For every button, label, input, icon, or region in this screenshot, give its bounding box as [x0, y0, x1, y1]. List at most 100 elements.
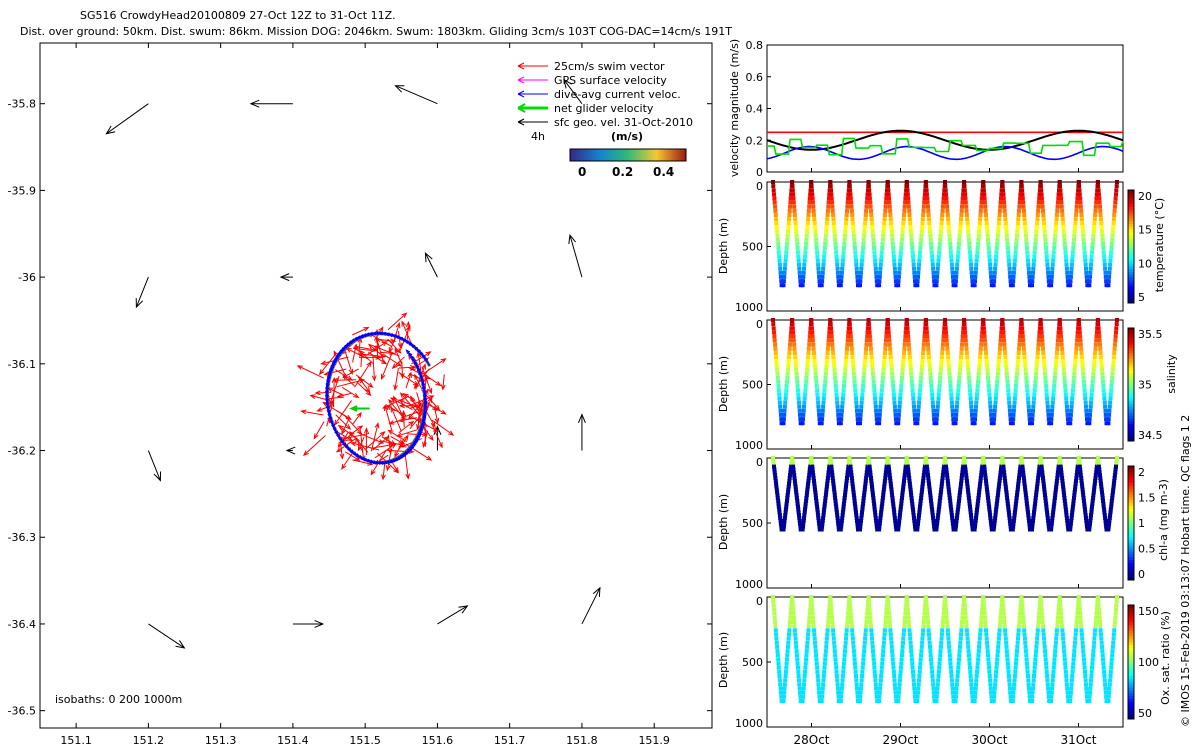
depth-dot	[940, 620, 945, 624]
depth-dot	[812, 221, 817, 226]
swim-vector-head	[395, 361, 403, 367]
depth-dot	[1109, 657, 1114, 662]
depth-dot	[939, 632, 944, 637]
depth-dot	[957, 657, 961, 662]
depth-dot	[775, 653, 780, 658]
depth-dot	[872, 388, 877, 393]
depth-dot	[1083, 392, 1087, 397]
depth-dot	[883, 620, 888, 624]
depth-dot	[1022, 632, 1027, 637]
depth-dot	[850, 355, 855, 360]
velocity-series-line	[766, 129, 1124, 151]
depth-dot	[847, 458, 852, 463]
depth-dot	[1097, 334, 1102, 339]
swim-vector	[319, 353, 337, 375]
depth-dot	[1114, 464, 1118, 469]
depth-dot	[1039, 334, 1044, 339]
depth-dot	[1060, 481, 1065, 486]
depth-dot	[1020, 607, 1025, 612]
legend-dac-arrowhead	[517, 90, 525, 98]
depth-dot	[1026, 400, 1031, 405]
depth-dot	[1083, 400, 1088, 405]
depth-dot	[1017, 470, 1022, 475]
depth-dot	[1045, 674, 1050, 678]
depth-dot	[1112, 473, 1117, 478]
depth-dot	[1050, 518, 1055, 523]
depth-dot	[809, 599, 814, 604]
depth-dot	[1040, 615, 1045, 620]
depth-dot	[1027, 417, 1032, 422]
depth-dot	[1001, 196, 1006, 201]
depth-dot	[788, 196, 793, 201]
geo-vector	[395, 85, 438, 105]
depth-dot	[941, 338, 946, 343]
depth-dot	[927, 221, 932, 226]
depth-dot	[841, 388, 846, 393]
dac-vector	[410, 438, 419, 446]
depth-dot	[1055, 620, 1060, 624]
depth-dot	[859, 270, 863, 275]
depth-dot	[943, 599, 948, 604]
depth-dot	[825, 628, 830, 633]
depth-dot	[787, 217, 791, 222]
depth-dot	[1099, 221, 1104, 226]
depth-dot	[1030, 412, 1035, 417]
depth-dot	[1074, 628, 1078, 633]
depth-dot	[1003, 632, 1008, 637]
depth-dot	[912, 408, 917, 413]
depth-dot	[784, 665, 789, 670]
depth-dot	[968, 674, 973, 678]
depth-dot	[947, 233, 952, 238]
depth-dot	[1004, 363, 1009, 368]
depth-dot	[1077, 326, 1082, 331]
depth-dot	[931, 404, 936, 409]
depth-dot	[823, 237, 828, 242]
time-xtick-label: 31Oct	[1060, 733, 1096, 747]
depth-dot	[1024, 653, 1029, 658]
depth-dot	[1016, 628, 1021, 633]
depth-dot	[913, 694, 917, 699]
depth-dot	[981, 188, 986, 193]
depth-dot	[946, 221, 951, 226]
depth-dot	[884, 607, 889, 612]
swim-vector-head	[354, 455, 361, 461]
depth-colorbar-frame	[1127, 465, 1135, 581]
depth-dot	[1012, 266, 1017, 271]
depth-dot	[806, 346, 811, 351]
time-series-panels: 00.20.40.60.80500100020151050500100035.5…	[735, 39, 1163, 747]
depth-dot	[1001, 467, 1006, 472]
depth-colorbar-cell	[1128, 266, 1134, 270]
swim-vector	[368, 344, 382, 356]
depth-dot	[794, 233, 799, 238]
depth-dot	[892, 513, 897, 518]
depth-colorbar-cell	[1128, 696, 1134, 700]
depth-dot	[976, 653, 981, 658]
depth-dot	[1099, 487, 1104, 492]
depth-dot	[870, 363, 875, 368]
depth-dot	[1051, 669, 1056, 674]
depth-dot	[816, 270, 821, 275]
depth-dot	[899, 501, 904, 506]
depth-dot	[986, 241, 991, 246]
depth-dot	[817, 521, 822, 526]
depth-dot	[1110, 493, 1115, 498]
depth-colorbar-cell	[1128, 542, 1134, 547]
depth-dot	[1042, 640, 1047, 645]
depth-dot	[807, 200, 812, 205]
colorbar-cell	[576, 149, 579, 161]
depth-dot	[1043, 237, 1048, 242]
depth-dot	[902, 628, 906, 633]
depth-dot	[830, 346, 835, 351]
depth-dot	[1053, 487, 1058, 492]
depth-dot	[777, 254, 782, 259]
depth-dot	[1025, 250, 1030, 255]
depth-dot	[795, 657, 800, 662]
depth-dot	[1007, 404, 1012, 409]
depth-dot	[1050, 262, 1055, 267]
depth-dot	[1039, 607, 1044, 612]
depth-dot	[1075, 467, 1080, 472]
depth-dot	[806, 213, 811, 217]
depth-dot	[1111, 221, 1116, 226]
depth-dot	[1016, 351, 1021, 355]
depth-dot	[1065, 417, 1070, 422]
